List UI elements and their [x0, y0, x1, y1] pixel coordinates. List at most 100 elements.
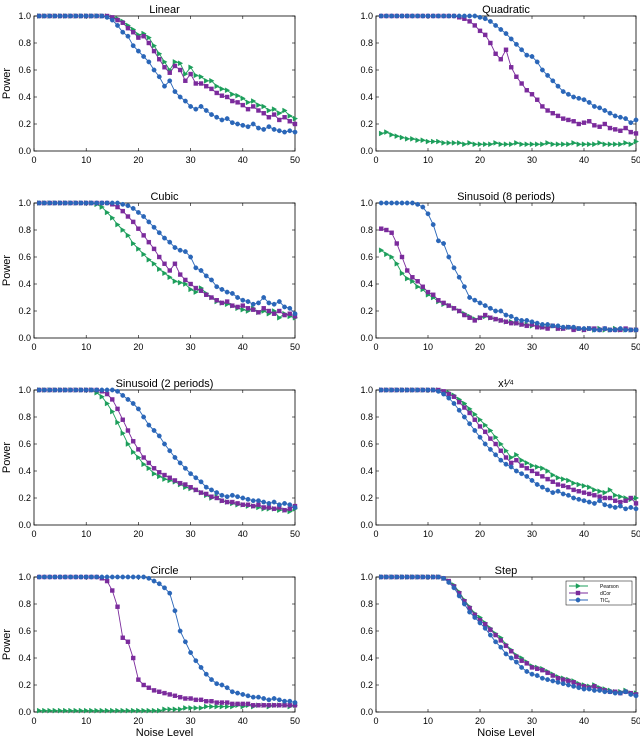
- data-point: [399, 134, 406, 141]
- data-point: [409, 13, 415, 19]
- y-tick-label: 0.0: [360, 333, 373, 343]
- y-tick-label: 0.6: [360, 252, 373, 262]
- data-point: [125, 707, 131, 714]
- data-point: [389, 230, 394, 235]
- chart-title: Linear: [149, 4, 180, 16]
- data-point: [379, 226, 384, 231]
- data-point: [405, 275, 411, 282]
- data-point: [612, 327, 618, 333]
- data-point: [529, 468, 535, 474]
- series-tic: [378, 200, 639, 333]
- data-point: [628, 129, 633, 135]
- x-tick-label: 0: [373, 155, 378, 165]
- data-point: [602, 141, 608, 148]
- data-point: [529, 671, 535, 677]
- data-point: [529, 478, 535, 483]
- data-point: [183, 71, 189, 77]
- data-point: [188, 286, 194, 293]
- data-point: [256, 102, 262, 108]
- data-point: [545, 326, 550, 331]
- data-point: [89, 707, 95, 714]
- data-point: [399, 254, 405, 260]
- data-point: [529, 462, 536, 469]
- y-tick-label: 1.0: [18, 385, 31, 395]
- data-point: [120, 392, 126, 398]
- data-point: [266, 500, 272, 506]
- data-point: [498, 644, 504, 650]
- data-point: [613, 498, 618, 503]
- y-tick-label: 1.0: [360, 198, 373, 208]
- data-point: [172, 706, 178, 713]
- data-point: [214, 298, 219, 303]
- series-tic: [36, 387, 298, 510]
- data-point: [104, 574, 110, 580]
- data-point: [498, 57, 503, 62]
- data-point: [94, 707, 100, 714]
- data-point: [560, 89, 566, 95]
- data-point: [109, 200, 115, 206]
- x-axis-label: Noise Level: [477, 727, 534, 739]
- data-point: [618, 499, 623, 505]
- data-point: [441, 140, 447, 146]
- data-point: [52, 200, 58, 206]
- data-point: [188, 71, 193, 77]
- data-point: [266, 308, 272, 314]
- data-point: [597, 124, 602, 129]
- data-point: [52, 13, 58, 19]
- data-point: [68, 200, 73, 206]
- data-point: [42, 200, 47, 206]
- data-point: [633, 506, 639, 512]
- data-point: [389, 387, 394, 393]
- data-point: [394, 241, 399, 246]
- data-point: [130, 707, 137, 714]
- data-point: [425, 289, 431, 295]
- data-point: [483, 422, 489, 428]
- data-point: [633, 501, 639, 506]
- data-point: [389, 254, 395, 260]
- data-point: [135, 210, 141, 215]
- data-point: [524, 669, 530, 674]
- y-tick-label: 0.4: [18, 653, 31, 663]
- data-point: [488, 436, 493, 441]
- data-point: [498, 141, 504, 148]
- data-point: [561, 116, 566, 121]
- y-tick-label: 0.4: [360, 653, 373, 663]
- data-point: [214, 114, 220, 120]
- data-point: [245, 701, 251, 707]
- data-point: [550, 141, 556, 148]
- data-point: [256, 125, 261, 131]
- data-point: [115, 23, 120, 28]
- data-point: [587, 141, 593, 148]
- data-point: [514, 468, 519, 474]
- data-point: [282, 115, 287, 120]
- data-point: [89, 13, 94, 19]
- data-point: [177, 460, 183, 466]
- data-point: [493, 452, 498, 458]
- data-point: [162, 690, 167, 696]
- data-point: [193, 81, 199, 86]
- data-point: [135, 406, 141, 412]
- data-point: [94, 13, 100, 19]
- data-point: [94, 200, 100, 206]
- x-tick-label: 20: [475, 342, 485, 352]
- data-point: [524, 88, 529, 93]
- data-point: [198, 288, 204, 293]
- data-point: [482, 625, 488, 631]
- data-point: [597, 327, 602, 333]
- data-point: [597, 494, 602, 499]
- data-point: [467, 410, 472, 416]
- data-point: [540, 67, 545, 73]
- data-point: [120, 574, 126, 580]
- data-point: [420, 574, 426, 580]
- legend-label: dCor: [600, 591, 611, 597]
- x-tick-label: 0: [31, 342, 36, 352]
- data-point: [183, 281, 189, 287]
- data-point: [162, 476, 168, 482]
- data-point: [404, 13, 410, 19]
- data-point: [73, 200, 79, 206]
- data-point: [508, 655, 514, 661]
- data-point: [167, 268, 172, 273]
- data-point: [628, 495, 633, 501]
- data-point: [519, 658, 524, 663]
- data-point: [623, 327, 628, 333]
